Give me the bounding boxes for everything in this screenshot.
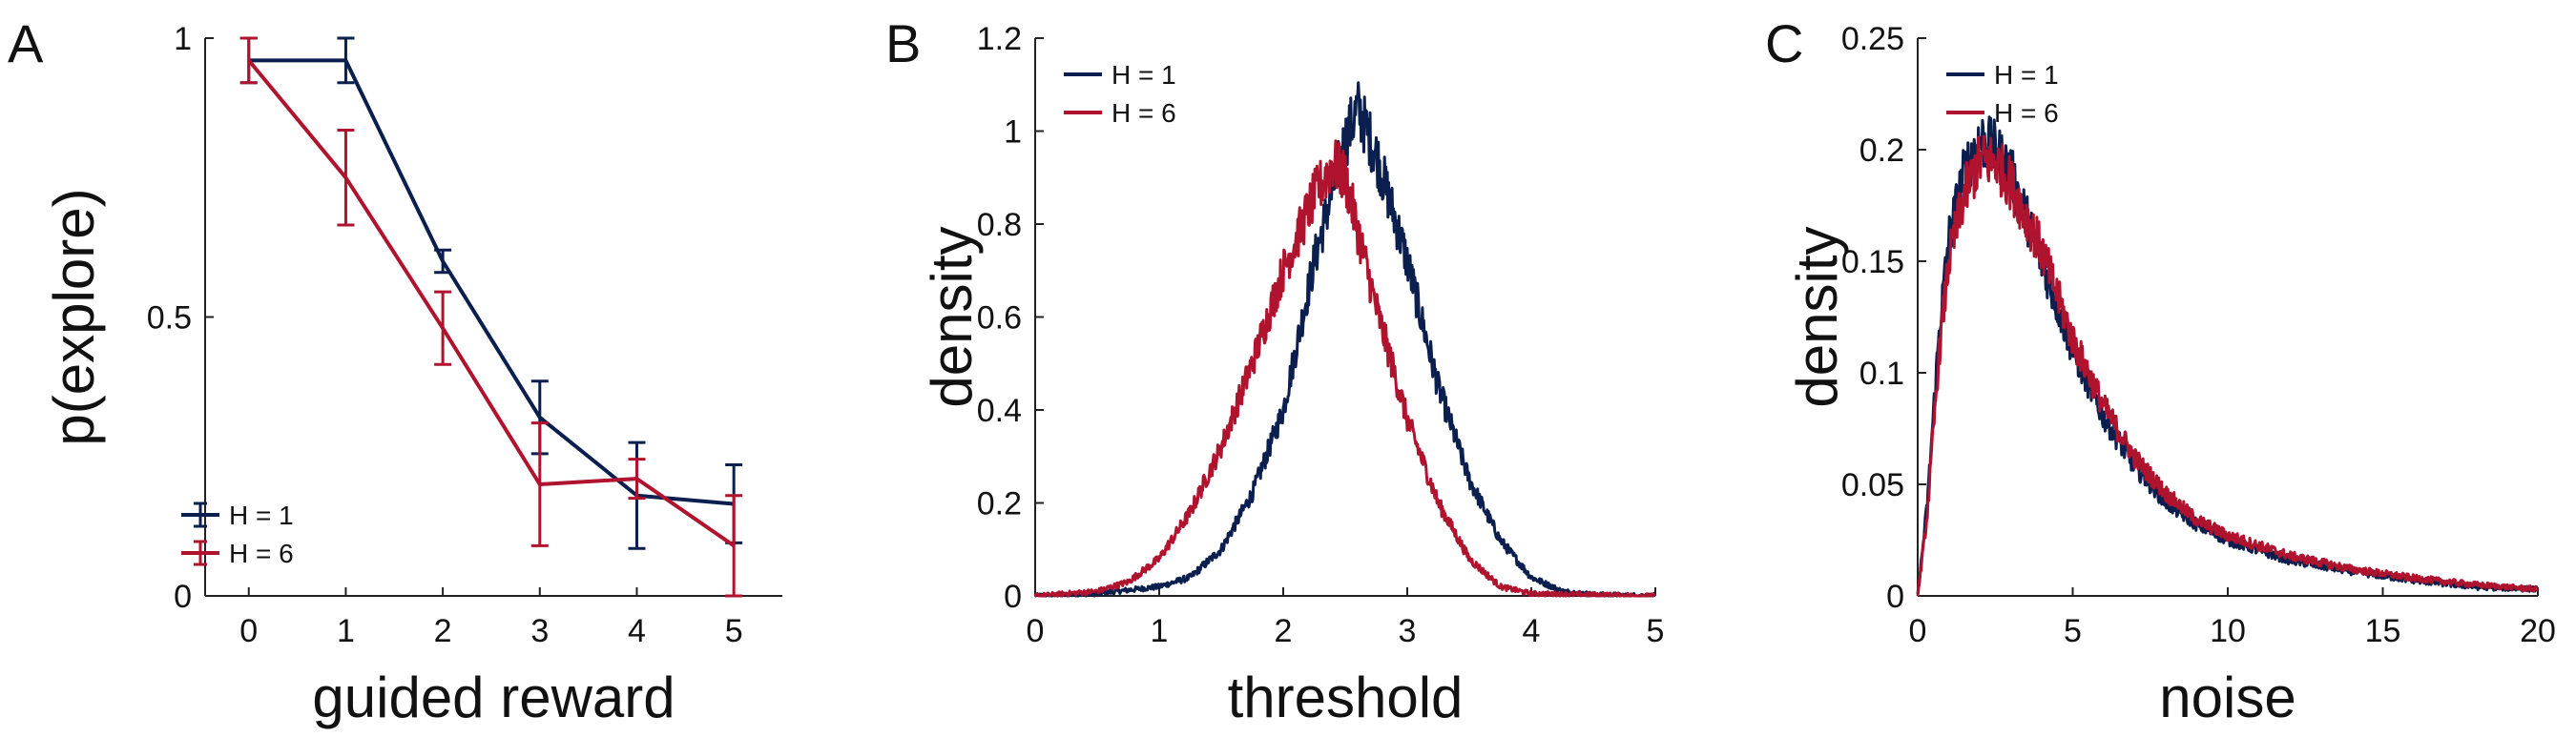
error-bar	[725, 494, 743, 598]
panel-c: C 0 5 10 15 20 0 0.05 0.1 0.15 0.2 0.25 noise density…	[1765, 13, 2556, 729]
error-bar	[337, 129, 355, 227]
x-tick-label: 10	[2210, 613, 2246, 649]
y-tick-label: 0.2	[1859, 133, 1904, 169]
y-tick-label: 0.25	[1841, 21, 1904, 57]
panel-b: B 0 1 2 3 4 5 0 0.2 0.4 0.6 0.8 1 1.2 threshold density…	[885, 13, 1664, 729]
x-tick-label: 4	[628, 613, 646, 649]
y-tick-label: 0.8	[977, 207, 1022, 243]
series-line-h6	[247, 59, 736, 548]
series-line-h6	[1033, 139, 1656, 598]
y-tick-label: 0.1	[1859, 356, 1904, 392]
error-bar	[628, 458, 646, 501]
legend-label: H = 1	[1994, 60, 2059, 90]
x-tick-label: 2	[434, 613, 452, 649]
x-tick-label: 0	[1909, 613, 1927, 649]
y-tick-label: 0.4	[977, 393, 1022, 429]
x-tick-label: 20	[2520, 613, 2556, 649]
x-tick-label: 2	[1275, 613, 1293, 649]
y-tick-label: 1	[1004, 114, 1022, 151]
y-tick-label: 0	[1004, 579, 1022, 615]
x-tick-label: 1	[1151, 613, 1169, 649]
legend-entry: H = 1	[1064, 60, 1176, 90]
x-axis-label: noise	[2159, 665, 2296, 729]
legend-entry: H = 6	[1064, 98, 1176, 128]
legend-label: H = 1	[1111, 60, 1176, 90]
x-tick-label: 5	[1647, 613, 1665, 649]
x-tick-label: 0	[239, 613, 258, 649]
y-tick-label: 1	[174, 21, 192, 57]
x-tick-label: 3	[530, 613, 549, 649]
y-tick-label: 0.05	[1841, 467, 1904, 503]
x-tick-label: 15	[2365, 613, 2401, 649]
error-bar	[337, 36, 355, 85]
panel-letter: C	[1765, 13, 1803, 73]
legend-entry: H = 6	[181, 539, 294, 568]
y-axis-label: p(explore)	[42, 188, 106, 445]
legend-label: H = 6	[1994, 98, 2059, 128]
y-tick-label: 0.5	[147, 300, 192, 337]
x-tick-label: 1	[337, 613, 355, 649]
y-tick-label: 0.6	[977, 300, 1022, 337]
x-axis-label: threshold	[1228, 665, 1464, 729]
y-axis-label: density	[1785, 226, 1849, 407]
y-tick-label: 0.2	[977, 486, 1022, 522]
legend-entry: H = 1	[1946, 60, 2059, 90]
legend-label: H = 6	[1111, 98, 1176, 128]
y-axis-label: density	[920, 226, 984, 407]
error-bar	[434, 248, 452, 275]
y-tick-label: 0	[174, 579, 192, 615]
panel-letter: B	[885, 13, 921, 73]
y-tick-label: 0.15	[1841, 244, 1904, 280]
x-tick-label: 5	[2064, 613, 2082, 649]
series-line-h6	[1916, 134, 2540, 597]
legend-entry: H = 6	[1946, 98, 2059, 128]
series-line-h1	[248, 58, 735, 506]
y-tick-label: 1.2	[977, 21, 1022, 57]
x-tick-label: 0	[1027, 613, 1045, 649]
x-axis-label: guided reward	[312, 665, 675, 729]
error-bar	[239, 36, 258, 85]
x-tick-label: 4	[1523, 613, 1541, 649]
x-tick-label: 3	[1399, 613, 1417, 649]
error-bar	[530, 421, 549, 547]
y-tick-label: 0	[1886, 579, 1904, 615]
legend-entry: H = 1	[181, 501, 294, 530]
x-tick-label: 5	[725, 613, 743, 649]
legend-label: H = 6	[229, 539, 294, 568]
error-bar	[434, 290, 452, 366]
panel-a: A 0 1 2 3 4 5 0 0.5 1 guided reward p(explore) H = 1…	[8, 13, 782, 729]
panel-letter: A	[8, 13, 44, 73]
legend-label: H = 1	[229, 501, 294, 530]
